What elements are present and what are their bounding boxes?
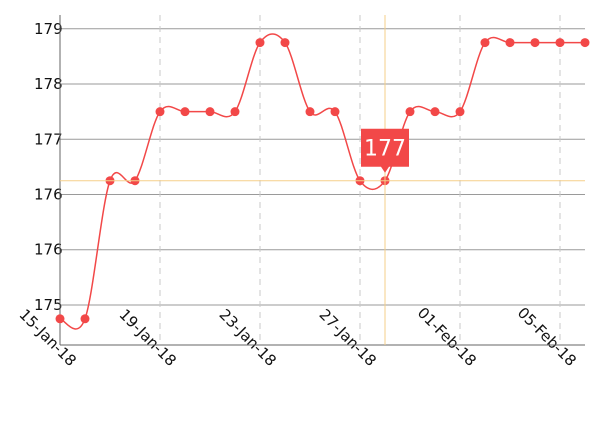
point: [255, 38, 265, 48]
x-tick-label: 01-Feb-18: [414, 304, 480, 370]
point: [480, 38, 490, 48]
point: [505, 38, 515, 48]
point: [205, 107, 215, 117]
y-tick-label: 176: [34, 185, 63, 203]
y-tick-label: 178: [34, 75, 63, 93]
point: [580, 38, 590, 48]
point: [330, 107, 340, 117]
y-tick-label: 176: [34, 241, 63, 259]
point: [280, 38, 290, 48]
x-tick-label: 15-Jan-18: [16, 306, 80, 370]
point: [430, 107, 440, 117]
y-tick-label: 177: [34, 130, 63, 148]
x-tick-label: 27-Jan-18: [316, 306, 380, 370]
y-tick-label: 175: [34, 296, 63, 314]
point: [555, 38, 565, 48]
point: [455, 107, 465, 117]
point: [230, 107, 240, 117]
tooltip-box: [361, 128, 409, 173]
point: [55, 314, 65, 324]
point: [155, 107, 165, 117]
tooltip-label: 177: [364, 137, 406, 162]
x-tick-label: 23-Jan-18: [216, 306, 280, 370]
point: [405, 107, 415, 117]
y-tick-label: 179: [34, 20, 63, 38]
point: [530, 38, 540, 48]
point: [180, 107, 190, 117]
x-tick-label: 19-Jan-18: [116, 306, 180, 370]
x-tick-label: 05-Feb-18: [514, 304, 580, 370]
point: [305, 107, 315, 117]
point: [80, 314, 90, 324]
tooltip: 177: [361, 128, 409, 173]
line: [59, 33, 585, 330]
